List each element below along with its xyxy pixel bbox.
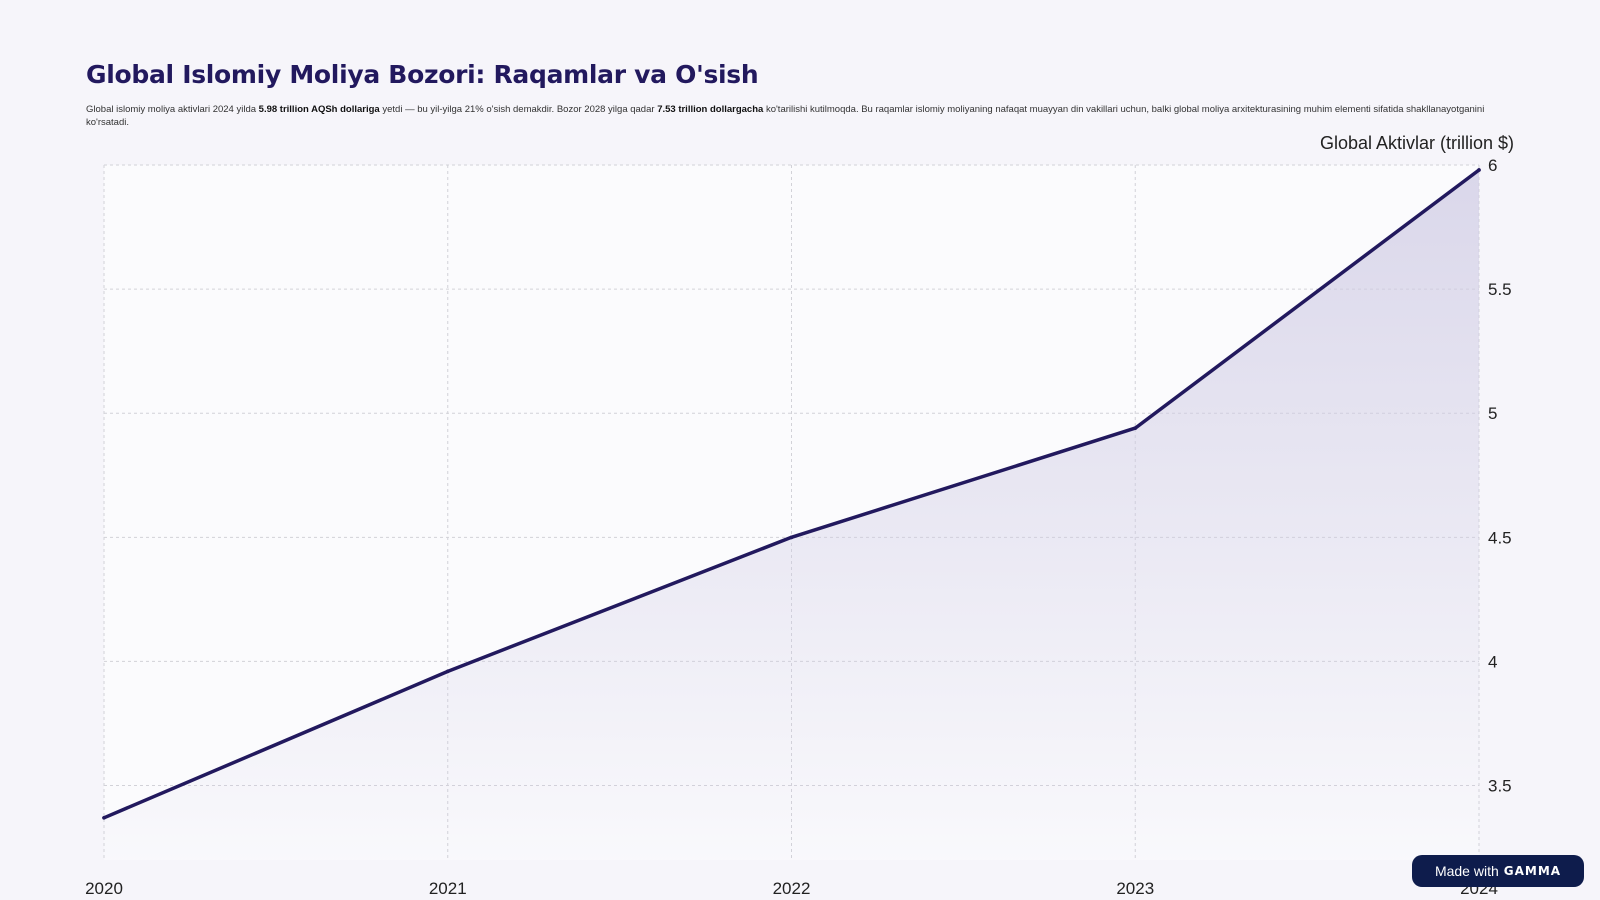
x-tick-label: 2022 <box>773 879 811 898</box>
data-point <box>102 816 106 820</box>
y-tick-label: 5.5 <box>1488 280 1512 299</box>
description-text-1: Global islomiy moliya aktivlari 2024 yil… <box>86 104 259 115</box>
x-tick-label: 2020 <box>85 879 123 898</box>
data-point <box>789 535 794 540</box>
chart-series <box>102 168 1481 820</box>
data-point <box>1133 426 1138 430</box>
y-tick-label: 3.5 <box>1488 777 1512 796</box>
gamma-logo: GAMMA <box>1503 864 1562 878</box>
page-title: Global Islomiy Moliya Bozori: Raqamlar v… <box>86 60 759 89</box>
y-axis-label: Global Aktivlar (trillion $) <box>1320 133 1514 153</box>
description-text-2: yetdi — bu yil-yilga 21% o'sish demakdir… <box>379 104 658 115</box>
badge-prefix: Made with <box>1434 863 1499 879</box>
y-axis-ticks: 3.5 4 4.5 5 5.5 6 <box>1488 156 1512 796</box>
chart-area-fill <box>104 170 1479 860</box>
y-tick-label: 4.5 <box>1488 528 1512 547</box>
page-description: Global islomiy moliya aktivlari 2024 yil… <box>86 104 1511 129</box>
data-point <box>445 669 450 674</box>
area-fill <box>104 170 1479 860</box>
data-point <box>1477 168 1481 172</box>
y-tick-label: 5 <box>1488 404 1497 423</box>
description-highlight-2: 7.53 trillion dollargacha <box>657 104 764 115</box>
x-tick-label: 2021 <box>429 879 467 898</box>
y-tick-label: 4 <box>1488 652 1497 671</box>
description-highlight-1: 5.98 trillion AQSh dollariga <box>258 104 380 115</box>
x-axis-ticks: 2020 2021 2022 2023 2024 <box>85 879 1498 898</box>
made-with-gamma-badge[interactable]: Made with GAMMA <box>1412 855 1584 887</box>
y-tick-label: 6 <box>1488 156 1497 175</box>
description-text-3: ko'tarilishi kutilmoqda. Bu raqamlar isl… <box>86 104 1485 128</box>
x-tick-label: 2023 <box>1116 879 1154 898</box>
